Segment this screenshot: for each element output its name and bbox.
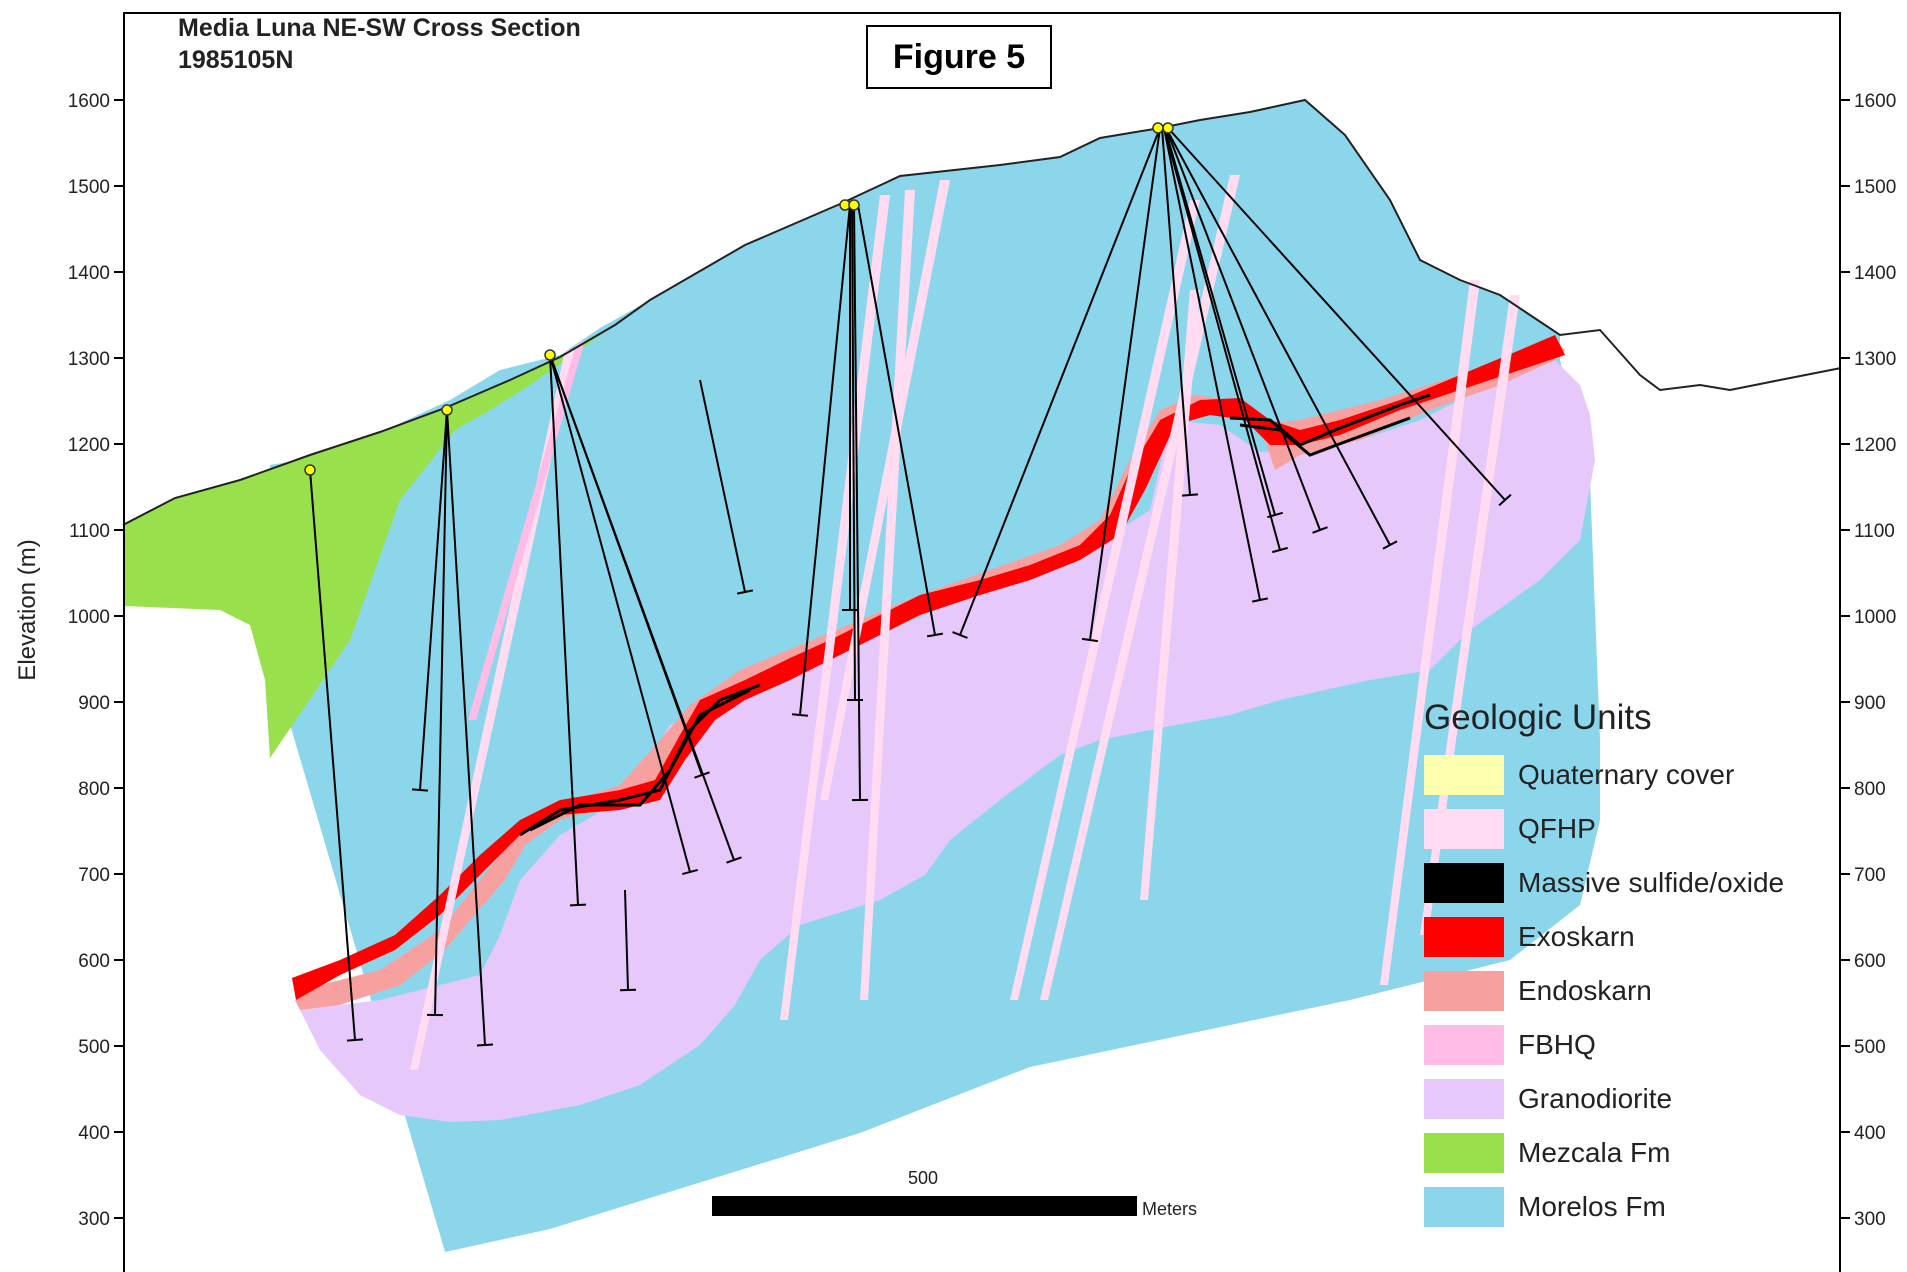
y-tick-label-left: 600 bbox=[78, 951, 110, 972]
y-tick-label-left: 300 bbox=[78, 1209, 110, 1230]
legend-label: FBHQ bbox=[1518, 1029, 1596, 1061]
section-title-line-1: Media Luna NE-SW Cross Section bbox=[178, 12, 581, 44]
y-tick-label-right: 1400 bbox=[1854, 263, 1896, 284]
legend-label: QFHP bbox=[1518, 813, 1596, 845]
y-tick-label-left: 1600 bbox=[68, 91, 110, 112]
y-tick-label-right: 900 bbox=[1854, 693, 1886, 714]
y-tick-label-right: 500 bbox=[1854, 1037, 1886, 1058]
legend-swatch bbox=[1424, 971, 1504, 1011]
legend-item: FBHQ bbox=[1424, 1018, 1844, 1072]
legend-item: Quaternary cover bbox=[1424, 748, 1844, 802]
legend-items: Quaternary cover QFHP Massive sulfide/oxid… bbox=[1424, 748, 1844, 1234]
legend-label: Exoskarn bbox=[1518, 921, 1635, 953]
y-tick-label-left: 1500 bbox=[68, 177, 110, 198]
y-tick-label-right: 1600 bbox=[1854, 91, 1896, 112]
y-tick-label-right: 400 bbox=[1854, 1123, 1886, 1144]
legend-item: Massive sulfide/oxide bbox=[1424, 856, 1844, 910]
legend-item: Exoskarn bbox=[1424, 910, 1844, 964]
y-tick-label-left: 1100 bbox=[69, 521, 110, 542]
legend-label: Mezcala Fm bbox=[1518, 1137, 1670, 1169]
legend-swatch bbox=[1424, 1133, 1504, 1173]
y-tick-label-right: 1500 bbox=[1854, 177, 1896, 198]
legend-swatch bbox=[1424, 1079, 1504, 1119]
legend-swatch bbox=[1424, 755, 1504, 795]
legend-label: Quaternary cover bbox=[1518, 759, 1734, 791]
legend-swatch bbox=[1424, 863, 1504, 903]
figure-label: Figure 5 bbox=[893, 38, 1025, 77]
scale-bar-unit: Meters bbox=[1142, 1199, 1197, 1220]
legend-item: QFHP bbox=[1424, 802, 1844, 856]
legend-label: Endoskarn bbox=[1518, 975, 1652, 1007]
y-tick-label-left: 1400 bbox=[68, 263, 110, 284]
y-tick-label-left: 800 bbox=[78, 779, 110, 800]
y-tick-label-left: 1300 bbox=[68, 349, 110, 370]
legend-label: Morelos Fm bbox=[1518, 1191, 1666, 1223]
y-tick-label-right: 700 bbox=[1854, 865, 1886, 886]
legend: Geologic Units Quaternary cover QFHP Massi… bbox=[1424, 698, 1844, 1234]
y-tick-label-right: 1200 bbox=[1854, 435, 1896, 456]
y-tick-label-left: 1000 bbox=[68, 607, 110, 628]
figure-label-box: Figure 5 bbox=[866, 25, 1052, 89]
y-tick-label-left: 500 bbox=[78, 1037, 110, 1058]
legend-label: Granodiorite bbox=[1518, 1083, 1672, 1115]
legend-label: Massive sulfide/oxide bbox=[1518, 867, 1784, 899]
y-tick-label-left: 900 bbox=[78, 693, 110, 714]
y-tick-label-right: 1000 bbox=[1854, 607, 1896, 628]
y-tick-label-right: 600 bbox=[1854, 951, 1886, 972]
y-tick-label-right: 1300 bbox=[1854, 349, 1896, 370]
legend-swatch bbox=[1424, 809, 1504, 849]
legend-title: Geologic Units bbox=[1424, 698, 1844, 738]
section-title-line-2: 1985105N bbox=[178, 44, 581, 76]
legend-swatch bbox=[1424, 1025, 1504, 1065]
y-tick-label-left: 1200 bbox=[68, 435, 110, 456]
legend-swatch bbox=[1424, 917, 1504, 957]
y-tick-label-right: 1100 bbox=[1854, 521, 1895, 542]
legend-item: Mezcala Fm bbox=[1424, 1126, 1844, 1180]
legend-swatch bbox=[1424, 1187, 1504, 1227]
y-tick-label-right: 300 bbox=[1854, 1209, 1886, 1230]
scale-bar-value: 500 bbox=[908, 1168, 938, 1189]
y-tick-label-left: 700 bbox=[78, 865, 110, 886]
legend-item: Endoskarn bbox=[1424, 964, 1844, 1018]
legend-item: Granodiorite bbox=[1424, 1072, 1844, 1126]
legend-item: Morelos Fm bbox=[1424, 1180, 1844, 1234]
y-tick-label-left: 400 bbox=[78, 1123, 110, 1144]
y-axis-title: Elevation (m) bbox=[14, 539, 42, 680]
y-tick-label-right: 800 bbox=[1854, 779, 1886, 800]
section-title: Media Luna NE-SW Cross Section 1985105N bbox=[178, 12, 581, 76]
